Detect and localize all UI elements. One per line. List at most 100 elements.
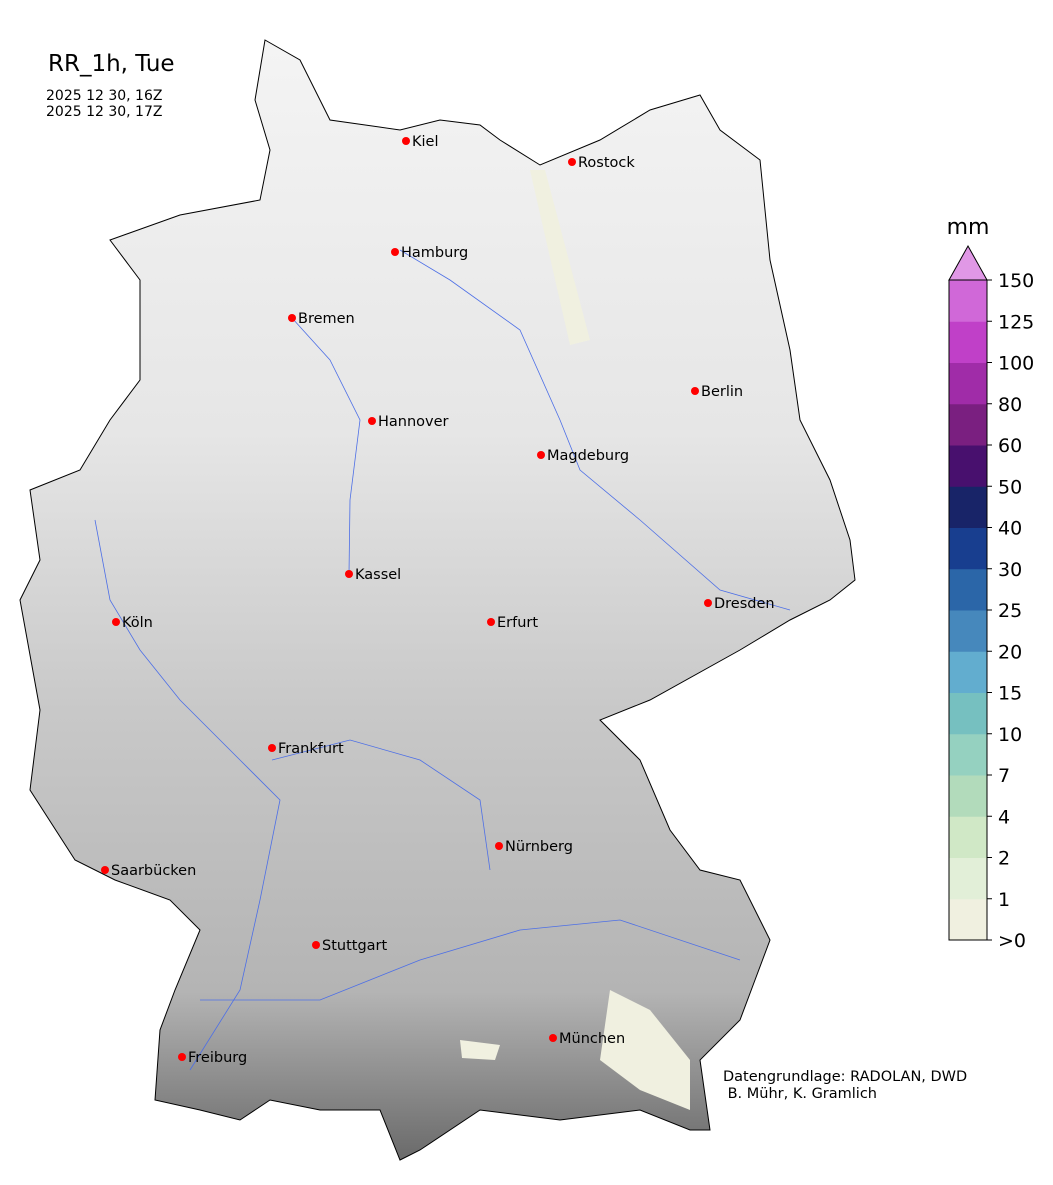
city-dot xyxy=(101,866,109,874)
city-dot xyxy=(368,417,376,425)
colorbar-bin xyxy=(949,403,987,446)
colorbar-tick-label: 25 xyxy=(998,600,1022,622)
colorbar-tick-label: 100 xyxy=(998,353,1034,375)
city-dot xyxy=(691,387,699,395)
colorbar-tick-label: 40 xyxy=(998,518,1022,540)
city-berlin: Berlin xyxy=(691,384,743,400)
city-köln: Köln xyxy=(112,615,153,631)
colorbar-bin xyxy=(949,692,987,735)
river-elbe xyxy=(399,249,791,611)
city-label: Bremen xyxy=(298,311,355,327)
time-start: 2025 12 30, 16Z xyxy=(46,88,163,104)
credit-line-1: Datengrundlage: RADOLAN, DWD xyxy=(723,1069,968,1085)
colorbar-bin xyxy=(949,816,987,858)
city-label: Saarbücken xyxy=(111,863,196,879)
colorbar-bin xyxy=(949,733,987,776)
colorbar-bin xyxy=(949,527,987,570)
city-frankfurt: Frankfurt xyxy=(268,741,344,757)
colorbar-tick-label: 7 xyxy=(998,765,1010,787)
colorbar-tick-label: 50 xyxy=(998,476,1022,498)
river-weser xyxy=(291,317,361,575)
city-dot xyxy=(537,451,545,459)
colorbar-bin xyxy=(949,775,987,817)
colorbar-bin xyxy=(949,362,987,405)
city-label: Magdeburg xyxy=(547,448,629,464)
city-dot xyxy=(495,842,503,850)
colorbar-tick-label: 30 xyxy=(998,559,1022,581)
city-label: München xyxy=(559,1031,625,1047)
rivers xyxy=(94,249,791,1071)
city-dot xyxy=(178,1053,186,1061)
colorbar-bin xyxy=(949,857,987,900)
time-end: 2025 12 30, 17Z xyxy=(46,104,163,120)
city-freiburg: Freiburg xyxy=(178,1050,247,1066)
city-label: Stuttgart xyxy=(322,938,388,954)
city-münchen: München xyxy=(549,1031,625,1047)
colorbar-tick-label: 125 xyxy=(998,311,1034,333)
city-bremen: Bremen xyxy=(288,311,355,327)
colorbar-tick-label: >0 xyxy=(998,930,1026,952)
colorbar-bin xyxy=(949,898,987,941)
colorbar-bin xyxy=(949,321,987,363)
colorbar-tick-label: 15 xyxy=(998,683,1022,705)
colorbar-tick-label: 60 xyxy=(998,435,1022,457)
colorbar-tick-label: 20 xyxy=(998,641,1022,663)
city-markers: Kiel Rostock Hamburg Bremen Berlin Hannover Ma… xyxy=(101,134,775,1066)
city-label: Hamburg xyxy=(401,245,468,261)
colorbar-tick-label: 4 xyxy=(998,806,1010,828)
city-magdeburg: Magdeburg xyxy=(537,448,629,464)
city-kiel: Kiel xyxy=(402,134,439,150)
precip-area-south xyxy=(600,990,690,1110)
colorbar-bin xyxy=(949,568,987,611)
colorbar-unit: mm xyxy=(947,215,990,240)
river-main xyxy=(271,739,491,871)
colorbar-tick-label: 1 xyxy=(998,889,1010,911)
city-label: Frankfurt xyxy=(278,741,344,757)
city-label: Rostock xyxy=(578,155,635,171)
city-label: Dresden xyxy=(714,596,775,612)
colorbar: >0 1 2 4 7 10 15 20 25 30 40 50 60 80 100 125 150 mm xyxy=(947,215,1035,952)
city-dot xyxy=(288,314,296,322)
city-dot xyxy=(568,158,576,166)
city-saarbücken: Saarbücken xyxy=(101,863,196,879)
city-dot xyxy=(345,570,353,578)
precipitation-areas xyxy=(460,170,690,1110)
map-title: RR_1h, Tue xyxy=(48,51,175,77)
city-label: Köln xyxy=(122,615,153,631)
precip-area-south-2 xyxy=(460,1040,500,1060)
colorbar-bin xyxy=(949,280,987,322)
city-hannover: Hannover xyxy=(368,414,449,430)
colorbar-tick-label: 150 xyxy=(998,270,1034,292)
city-label: Kiel xyxy=(412,134,439,150)
precip-band-north xyxy=(530,170,590,345)
city-label: Freiburg xyxy=(188,1050,247,1066)
city-erfurt: Erfurt xyxy=(487,615,538,631)
river-rhine xyxy=(94,519,281,1071)
city-label: Berlin xyxy=(701,384,743,400)
city-dot xyxy=(704,599,712,607)
city-rostock: Rostock xyxy=(568,155,635,171)
city-dresden: Dresden xyxy=(704,596,775,612)
city-label: Hannover xyxy=(378,414,449,430)
colorbar-bin xyxy=(949,445,987,487)
colorbar-bin xyxy=(949,651,987,693)
colorbar-tick-label: 80 xyxy=(998,394,1022,416)
city-hamburg: Hamburg xyxy=(391,245,468,261)
city-dot xyxy=(487,618,495,626)
colorbar-extend-arrow xyxy=(948,244,988,281)
colorbar-tick-label: 10 xyxy=(998,724,1022,746)
city-dot xyxy=(549,1034,557,1042)
river-danube xyxy=(200,919,741,1001)
germany-outline xyxy=(19,39,856,1161)
city-stuttgart: Stuttgart xyxy=(312,938,388,954)
city-dot xyxy=(312,941,320,949)
city-label: Erfurt xyxy=(497,615,538,631)
credit-line-2: B. Mühr, K. Gramlich xyxy=(723,1086,877,1102)
city-dot xyxy=(268,744,276,752)
colorbar-bin xyxy=(949,486,987,528)
city-label: Nürnberg xyxy=(505,839,573,855)
colorbar-tick-label: 2 xyxy=(998,848,1010,870)
city-dot xyxy=(391,248,399,256)
